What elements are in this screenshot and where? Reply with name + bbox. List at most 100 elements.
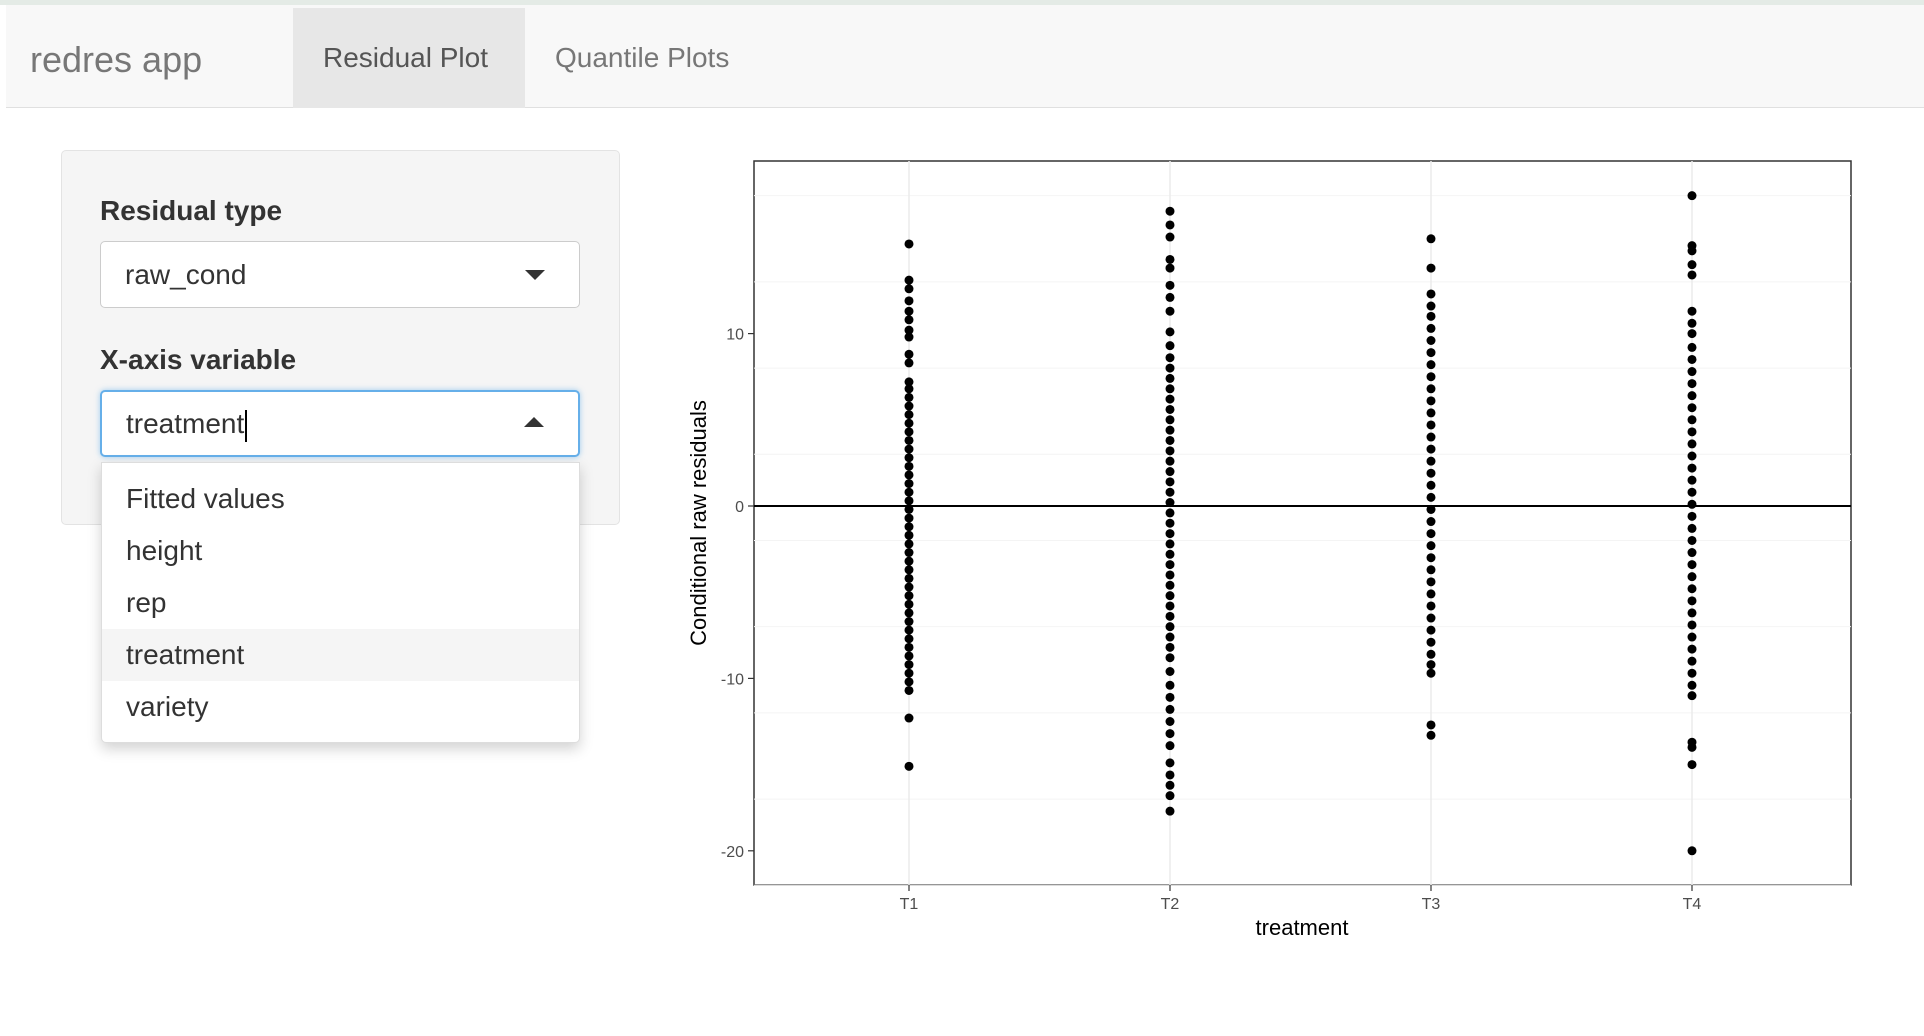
data-point [1165, 680, 1175, 690]
data-point [1687, 596, 1697, 606]
data-point [1687, 318, 1697, 328]
chevron-down-icon [525, 270, 545, 280]
data-point [1687, 572, 1697, 582]
data-point [1165, 518, 1175, 528]
data-point [904, 418, 914, 428]
data-point [1687, 354, 1697, 364]
data-point [1426, 625, 1436, 635]
option-fitted-values[interactable]: Fitted values [126, 483, 285, 514]
data-point [904, 565, 914, 575]
data-point [904, 306, 914, 316]
data-point [1165, 280, 1175, 290]
option-height[interactable]: height [126, 535, 203, 566]
data-point [904, 444, 914, 454]
data-point [1165, 435, 1175, 445]
data-point [904, 573, 914, 583]
data-point [904, 296, 914, 306]
data-point [1687, 632, 1697, 642]
data-point [1426, 263, 1436, 273]
data-point [1687, 487, 1697, 497]
data-point [1165, 232, 1175, 242]
data-point [904, 315, 914, 325]
tab-quantile-plots[interactable]: Quantile Plots [555, 42, 730, 73]
data-point [1165, 529, 1175, 539]
data-point [1165, 806, 1175, 816]
data-point [904, 358, 914, 368]
data-point [1426, 577, 1436, 587]
data-point [904, 713, 914, 723]
data-point [1165, 704, 1175, 714]
option-treatment[interactable]: treatment [102, 629, 579, 681]
data-point [904, 660, 914, 670]
data-point [1165, 220, 1175, 230]
data-point [1165, 446, 1175, 456]
data-point [1426, 649, 1436, 659]
data-point [1426, 720, 1436, 730]
data-point [1426, 301, 1436, 311]
x-tick-label: T4 [1683, 896, 1702, 913]
data-point [904, 275, 914, 285]
data-point [1426, 456, 1436, 466]
residual-type-select[interactable]: raw_cond [100, 241, 580, 308]
data-point [1165, 353, 1175, 363]
data-point [1426, 613, 1436, 623]
data-point [1426, 589, 1436, 599]
option-rep[interactable]: rep [126, 587, 167, 618]
data-point [1165, 622, 1175, 632]
data-point [1687, 560, 1697, 570]
x-tick-label: T2 [1161, 896, 1180, 913]
data-point [904, 530, 914, 540]
data-point [1687, 463, 1697, 473]
data-point [904, 487, 914, 497]
data-point [1687, 691, 1697, 701]
data-point [1165, 667, 1175, 677]
data-point [904, 427, 914, 437]
data-point [1165, 254, 1175, 264]
data-point [904, 582, 914, 592]
x-axis-variable-label: X-axis variable [100, 344, 297, 375]
data-point [1687, 415, 1697, 425]
data-point [1426, 384, 1436, 394]
data-point [1687, 246, 1697, 256]
data-point [1165, 404, 1175, 414]
data-point [904, 642, 914, 652]
app-title: redres app [30, 39, 203, 80]
data-point [1426, 408, 1436, 418]
data-point [904, 325, 914, 335]
data-point [1165, 508, 1175, 518]
data-point [1165, 341, 1175, 351]
data-point [1165, 632, 1175, 642]
data-points [904, 191, 1697, 856]
y-tick-label: -10 [721, 671, 744, 688]
data-point [1426, 323, 1436, 333]
data-point [1687, 342, 1697, 352]
data-point [904, 599, 914, 609]
data-point [1687, 535, 1697, 545]
tab-residual-plot[interactable]: Residual Plot [293, 8, 525, 108]
data-point [1687, 391, 1697, 401]
data-point [904, 284, 914, 294]
plot-panel [753, 160, 1852, 886]
data-point [1687, 270, 1697, 280]
data-point [1426, 444, 1436, 454]
navbar: redres app Residual Plot Quantile Plots [6, 5, 1924, 108]
data-point [1426, 660, 1436, 670]
option-variety[interactable]: variety [126, 691, 209, 722]
data-point [1165, 327, 1175, 337]
data-point [1687, 191, 1697, 201]
data-point [1687, 439, 1697, 449]
data-point [1165, 498, 1175, 508]
data-point [1687, 668, 1697, 678]
data-point [904, 349, 914, 359]
chevron-up-icon [524, 417, 544, 427]
data-point [1165, 591, 1175, 601]
data-point [904, 377, 914, 387]
x-axis-variable-input[interactable]: treatment [126, 408, 245, 439]
data-point [1687, 620, 1697, 630]
data-point [1687, 548, 1697, 558]
data-point [1165, 292, 1175, 302]
data-point [1165, 394, 1175, 404]
data-point [904, 479, 914, 489]
x-axis-variable-select[interactable]: treatment [100, 390, 580, 457]
data-point [1165, 456, 1175, 466]
